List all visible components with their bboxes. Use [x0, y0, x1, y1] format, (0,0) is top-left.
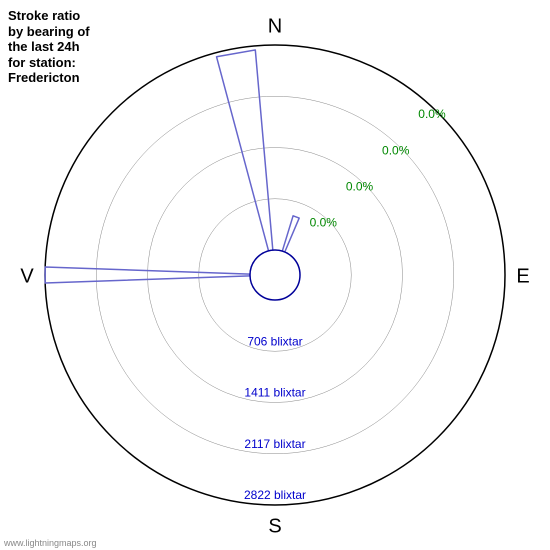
polar-chart-container: { "title": "Stroke ratio\nby bearing of\… — [0, 0, 550, 550]
cardinal-e: E — [516, 265, 529, 287]
ring-label-bottom-2: 1411 blixtar — [244, 386, 305, 400]
cardinal-s: S — [268, 515, 281, 537]
polar-chart-svg: N E S V 706 blixtar 1411 blixtar 2117 bl… — [0, 0, 550, 550]
ring-label-bottom-3: 2117 blixtar — [244, 437, 305, 451]
ring-label-top-3: 0.0% — [382, 143, 410, 157]
ring-label-bottom-1: 706 blixtar — [247, 334, 302, 348]
spike-polygon — [45, 50, 299, 283]
ring-label-top-1: 0.0% — [310, 216, 338, 230]
cardinal-w: V — [20, 265, 34, 287]
ring-label-bottom-4: 2822 blixtar — [244, 488, 306, 502]
cardinal-n: N — [268, 15, 282, 37]
ring-label-top-2: 0.0% — [346, 180, 374, 194]
ring-label-top-4: 0.0% — [418, 107, 446, 121]
center-hub — [250, 250, 300, 300]
